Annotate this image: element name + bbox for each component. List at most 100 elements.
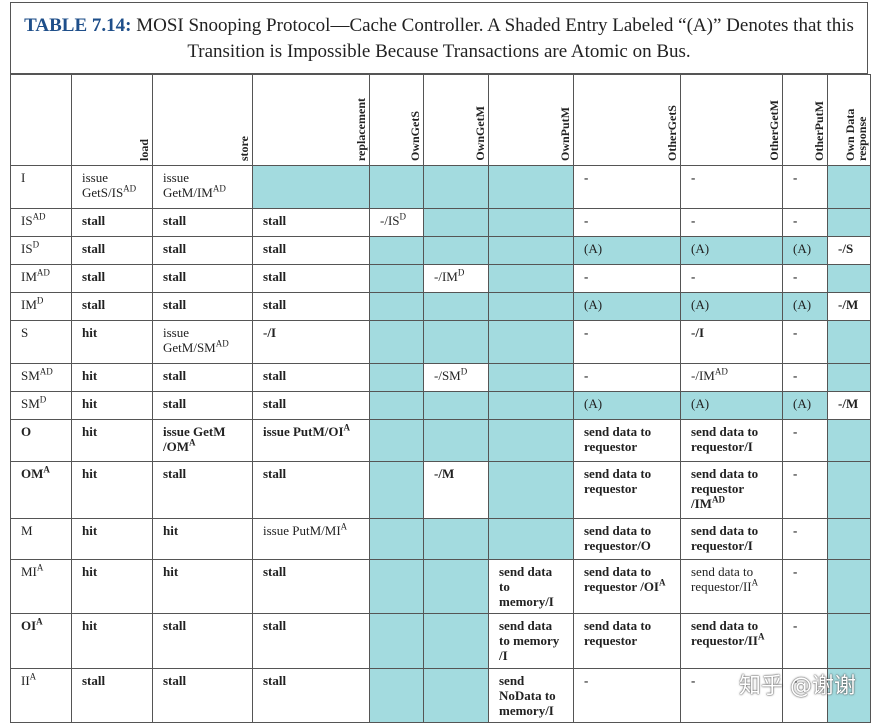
column-header: OtherGetS (573, 74, 681, 166)
shaded-cell (488, 518, 574, 560)
table-cell: stall (152, 613, 253, 669)
cell-text: -/M (838, 297, 859, 312)
cell-text: (A) (793, 241, 812, 256)
column-header-text: OtherPutM (812, 101, 826, 161)
table-row: ISAD stall stall stall -/ISD - - - (10, 208, 871, 237)
shaded-cell (423, 165, 489, 209)
table-cell: (A) (573, 391, 681, 420)
cell-text: send data to requestor/O (584, 523, 652, 553)
cell-superscript: A (659, 577, 666, 588)
table-cell: -/IMD (423, 264, 489, 293)
cell-text: - (793, 523, 798, 538)
table-cell: - (782, 559, 828, 614)
table-cell: - (573, 668, 681, 723)
cell-text: hit (163, 564, 179, 579)
table-cell: issue PutM/OIA (252, 419, 370, 462)
cell-text: hit (163, 523, 179, 538)
cell-superscript: A (43, 464, 50, 475)
cell-text: hit (82, 325, 98, 340)
table-cell: stall (71, 668, 153, 723)
cell-text: issue PutM/OI (263, 424, 344, 439)
table-cell: stall (252, 461, 370, 519)
table-cell: send data to memory/I (488, 559, 574, 614)
cell-text: hit (82, 618, 98, 633)
cell-text: hit (82, 396, 98, 411)
table-row: IMD stall stall stall (A) (A) (A) -/M (10, 292, 871, 321)
cell-text: -/IS (380, 213, 400, 228)
table-cell: (A) (680, 391, 783, 420)
cell-text: stall (163, 213, 187, 228)
cell-superscript: AD (711, 494, 725, 505)
shaded-cell (488, 236, 574, 265)
table-cell: hit (152, 518, 253, 560)
cell-text: stall (263, 269, 287, 284)
state-cell: MIA (10, 559, 72, 614)
cell-text: (A) (691, 297, 710, 312)
state-cell: ISD (10, 236, 72, 265)
shaded-cell (488, 292, 574, 321)
cell-text: - (584, 673, 589, 688)
cell-text: hit (82, 523, 98, 538)
shaded-cell (488, 208, 574, 237)
cell-text: MI (21, 564, 37, 579)
table-cell: - (782, 668, 828, 723)
cell-superscript: AD (714, 366, 728, 377)
table-row: SMAD hit stall stall -/SMD - -/IMAD - (10, 363, 871, 392)
shaded-cell (488, 391, 574, 420)
table-cell: stall (152, 668, 253, 723)
cell-text: - (793, 368, 798, 383)
table-cell: send NoData to memory/I (488, 668, 574, 723)
cell-text: stall (163, 269, 187, 284)
cell-superscript: D (399, 211, 407, 222)
table-cell: stall (152, 461, 253, 519)
column-header: OwnGetM (423, 74, 489, 166)
cell-text: stall (82, 673, 106, 688)
table-cell: - (573, 165, 681, 209)
table-cell: - (680, 264, 783, 293)
table-title: TABLE 7.14: MOSI Snooping Protocol—Cache… (10, 2, 868, 74)
state-cell: SMAD (10, 363, 72, 392)
cell-text: -/I (691, 325, 704, 340)
cell-text: hit (82, 564, 98, 579)
state-cell: M (10, 518, 72, 560)
cell-superscript: D (32, 239, 40, 250)
shaded-cell (369, 518, 424, 560)
shaded-cell (827, 264, 871, 293)
cell-superscript: A (189, 437, 196, 448)
table-cell: stall (252, 363, 370, 392)
column-header-text: OtherGetM (767, 100, 781, 161)
table-cell: stall (71, 208, 153, 237)
shaded-cell (369, 559, 424, 614)
cell-text: issue GetM /OM (163, 424, 226, 454)
table-cell: hit (71, 419, 153, 462)
table-cell: hit (71, 391, 153, 420)
cell-text: send data to requestor/I (691, 424, 759, 454)
table-cell: stall (252, 668, 370, 723)
table-cell: hit (71, 518, 153, 560)
column-header: Own Data response (827, 74, 871, 166)
cell-text: stall (263, 241, 287, 256)
shaded-cell (369, 236, 424, 265)
cell-superscript: A (36, 562, 44, 573)
cell-text: issue GetM/IM (163, 170, 213, 200)
table-cell: (A) (680, 292, 783, 321)
cell-text: stall (163, 618, 187, 633)
cell-text: - (793, 170, 798, 185)
table-cell: send data to requestor/IIA (680, 559, 783, 614)
cell-text: OM (21, 466, 44, 481)
shaded-cell (488, 419, 574, 462)
state-cell: OIA (10, 613, 72, 669)
cell-text: stall (163, 297, 187, 312)
state-cell: O (10, 419, 72, 462)
state-cell: OMA (10, 461, 72, 519)
cell-text: - (584, 213, 589, 228)
column-header: OtherGetM (680, 74, 783, 166)
shaded-cell (827, 518, 871, 560)
cell-text: IS (21, 213, 33, 228)
cell-text: (A) (691, 396, 710, 411)
shaded-cell (423, 208, 489, 237)
cell-text: stall (163, 673, 187, 688)
